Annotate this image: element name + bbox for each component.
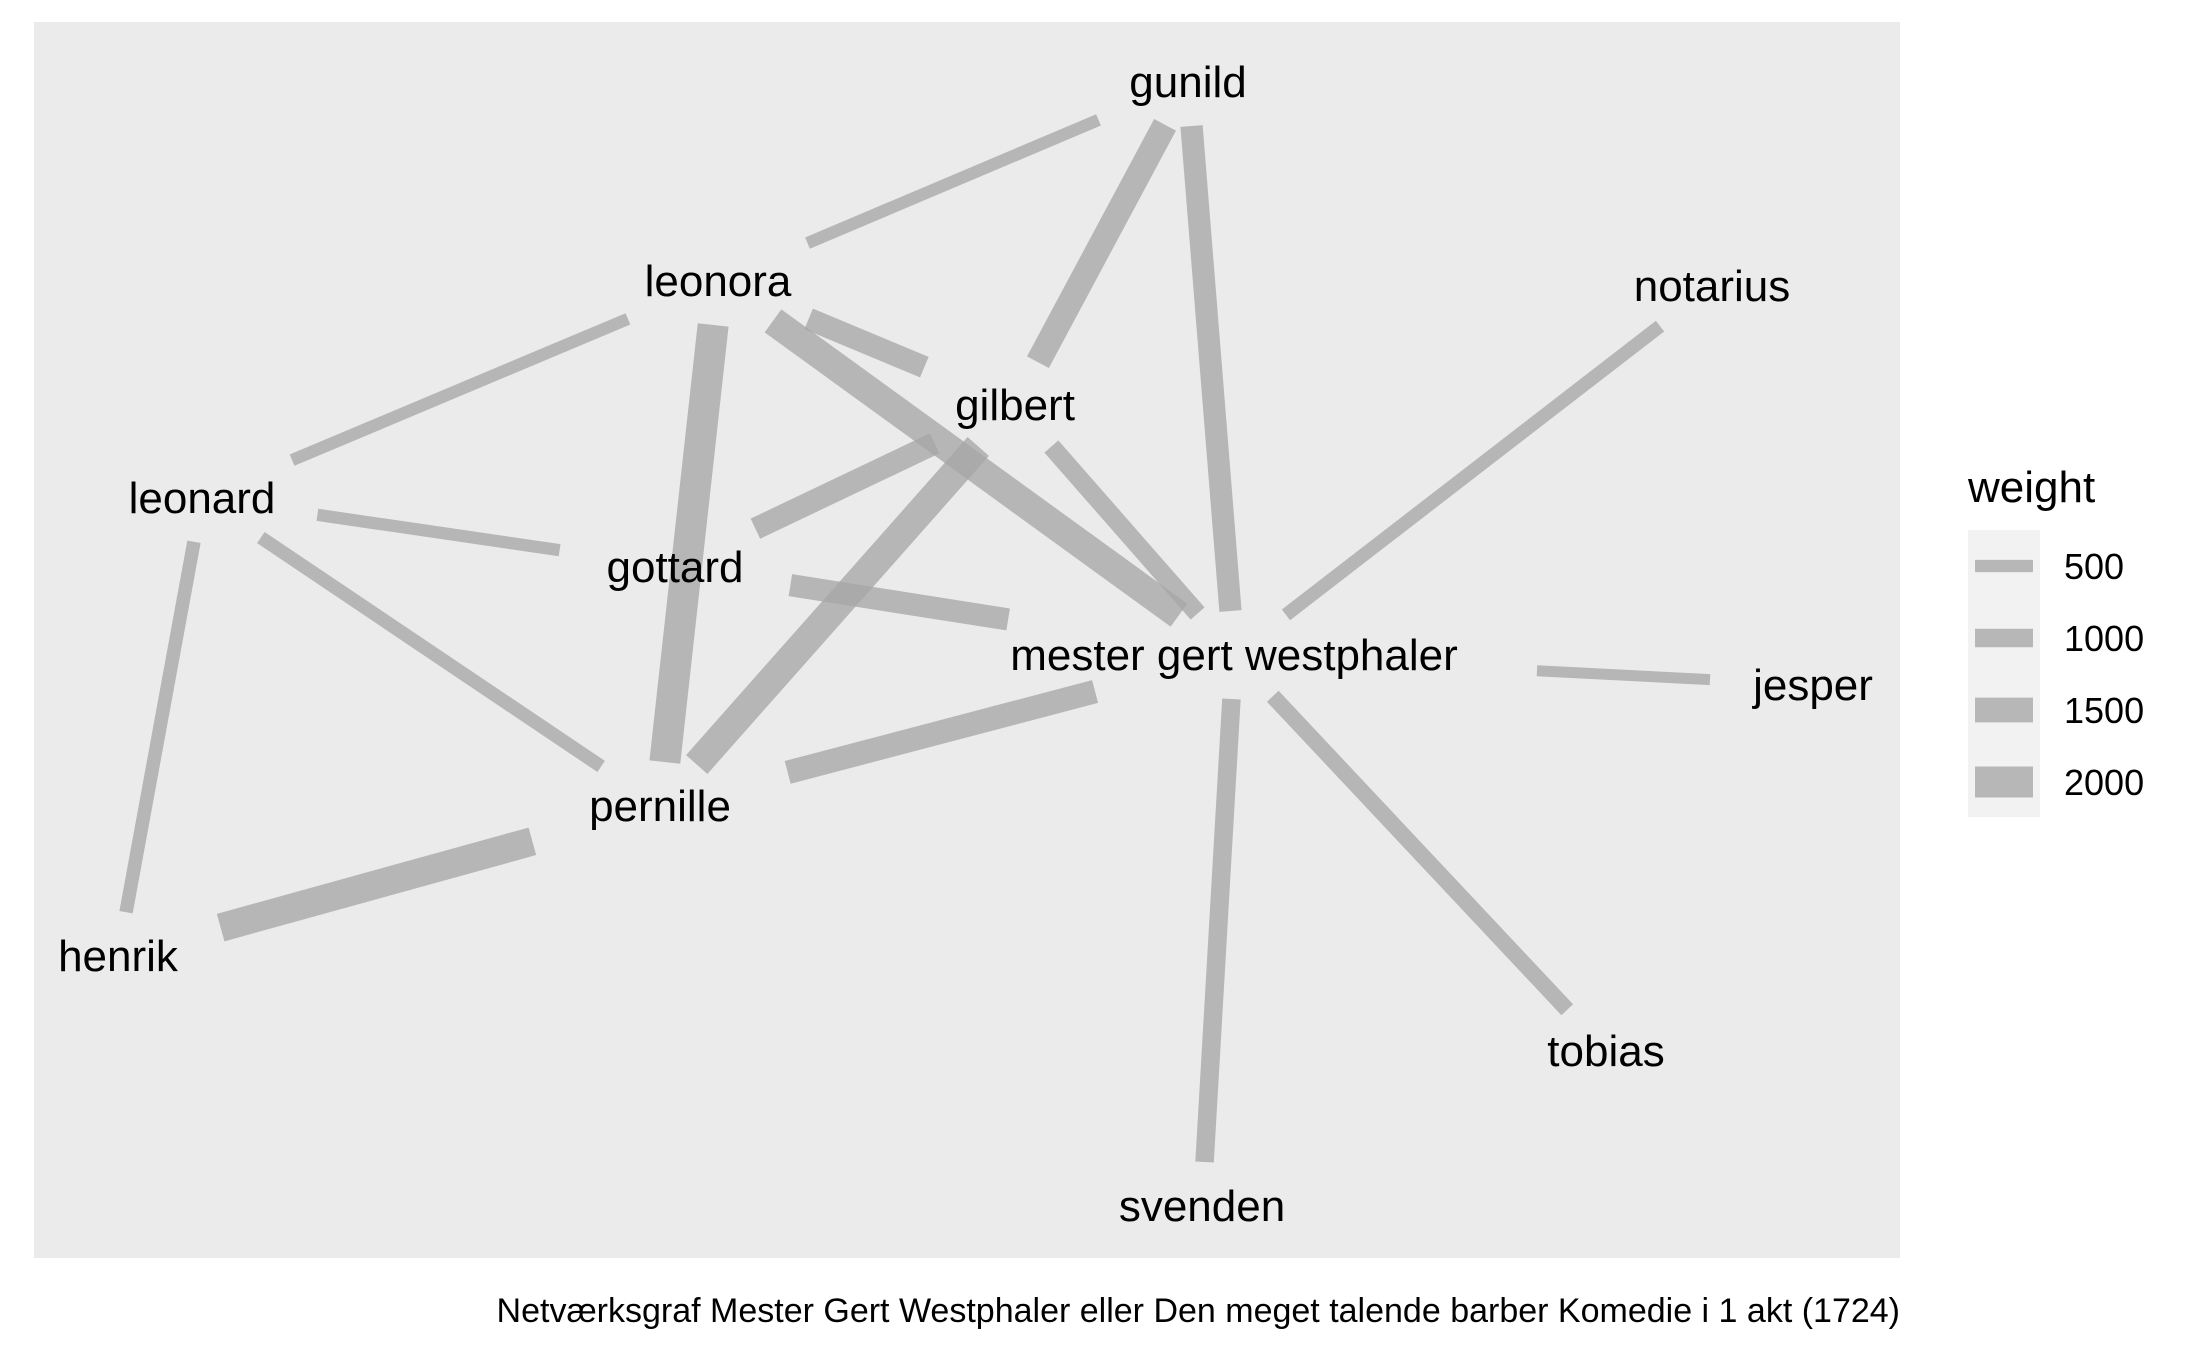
edge-gilbert-pernille <box>686 437 989 774</box>
plot-panel <box>34 22 1900 1258</box>
edge-pernille-henrik <box>216 827 537 942</box>
edge-leonard-henrik <box>119 540 201 914</box>
edge-gilbert-mester <box>1044 440 1205 620</box>
edge-mester-tobias <box>1266 690 1574 1016</box>
node-label-pernille: pernille <box>589 782 731 831</box>
node-label-svenden: svenden <box>1119 1182 1285 1231</box>
legend-label-500: 500 <box>2064 546 2124 587</box>
labels-layer: gunild leonora notarius gilbert leonard gotta… <box>58 58 1873 1231</box>
edges-layer <box>119 114 1711 1163</box>
legend-keys: 500 1000 1500 2000 <box>1975 546 2144 803</box>
legend-label-1500: 1500 <box>2064 690 2144 731</box>
node-label-gottard: gottard <box>607 543 744 592</box>
edge-leonora-gilbert <box>804 308 929 378</box>
legend-label-2000: 2000 <box>2064 762 2144 803</box>
node-label-notarius: notarius <box>1634 262 1791 311</box>
edge-leonora-leonard <box>289 313 631 466</box>
edge-leonora-gunild <box>805 114 1101 249</box>
edge-mester-jesper <box>1536 665 1711 686</box>
legend-title: weight <box>1967 463 2095 512</box>
edge-gunild-gilbert <box>1027 118 1176 369</box>
edge-leonard-gottard <box>316 508 561 557</box>
edge-leonard-pernille <box>257 531 605 773</box>
edge-leonora-pernille <box>649 323 729 764</box>
node-label-tobias: tobias <box>1547 1027 1664 1076</box>
node-label-henrik: henrik <box>58 932 179 981</box>
node-label-leonora: leonora <box>645 257 792 306</box>
legend: weight 500 1000 1500 2000 <box>1967 463 2144 817</box>
caption: Netværksgraf Mester Gert Westphaler elle… <box>497 1292 1900 1330</box>
edge-gottard-mester <box>788 574 1010 631</box>
legend-label-1000: 1000 <box>2064 618 2144 659</box>
edge-mester-notarius <box>1281 320 1665 621</box>
edge-gunild-mester <box>1180 125 1242 612</box>
node-label-mester: mester gert westphaler <box>1010 631 1458 680</box>
edge-gilbert-gottard <box>750 433 940 539</box>
node-label-leonard: leonard <box>129 474 276 523</box>
edge-mester-svenden <box>1195 698 1241 1163</box>
edge-pernille-mester <box>784 680 1099 784</box>
node-label-gunild: gunild <box>1129 58 1246 107</box>
node-label-gilbert: gilbert <box>955 381 1075 430</box>
node-label-jesper: jesper <box>1751 661 1873 710</box>
